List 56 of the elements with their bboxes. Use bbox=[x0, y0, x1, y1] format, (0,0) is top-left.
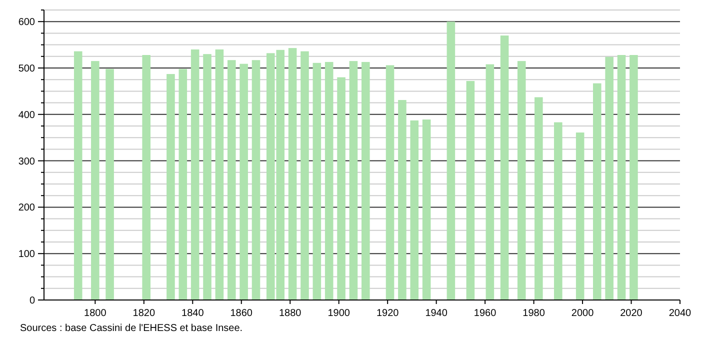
bar bbox=[240, 64, 248, 300]
bar bbox=[576, 132, 584, 300]
bar bbox=[362, 62, 370, 300]
x-tick-label: 1800 bbox=[84, 308, 107, 319]
bar bbox=[74, 51, 82, 300]
y-tick-label: 300 bbox=[18, 156, 36, 168]
bar bbox=[91, 61, 100, 300]
bar bbox=[593, 83, 602, 300]
bar bbox=[398, 100, 406, 300]
bar bbox=[337, 77, 346, 300]
x-tick-label: 2000 bbox=[571, 308, 594, 319]
bar bbox=[215, 49, 224, 300]
bar bbox=[288, 48, 297, 300]
x-tick-label: 1880 bbox=[278, 308, 302, 319]
x-tick-label: 2020 bbox=[620, 308, 643, 319]
bar bbox=[422, 120, 431, 300]
x-tick-label: 1860 bbox=[230, 308, 253, 319]
bar bbox=[178, 68, 188, 300]
bar bbox=[486, 64, 494, 300]
x-tick-label: 1820 bbox=[132, 308, 156, 319]
bar bbox=[617, 55, 626, 300]
bar bbox=[190, 49, 200, 300]
bar bbox=[386, 65, 394, 300]
x-tick-label: 1840 bbox=[182, 308, 204, 319]
bar bbox=[106, 68, 114, 300]
y-tick-label: 600 bbox=[18, 17, 36, 28]
bar bbox=[500, 36, 509, 300]
x-tick-label: 1900 bbox=[328, 308, 350, 319]
y-tick-label: 500 bbox=[18, 64, 36, 74]
bar bbox=[554, 122, 562, 300]
bar bbox=[324, 62, 334, 300]
x-tick-label: 1980 bbox=[522, 308, 546, 319]
x-tick-label: 2040 bbox=[668, 308, 692, 319]
bar bbox=[252, 60, 260, 300]
bar bbox=[534, 97, 543, 300]
x-tick-label: 1940 bbox=[425, 308, 448, 319]
y-tick-label: 0 bbox=[29, 296, 36, 306]
bar bbox=[446, 22, 456, 300]
source-note: Sources : base Cassini de l'EHESS et base Insee. bbox=[20, 323, 243, 334]
bar bbox=[630, 55, 638, 300]
x-tick-label: 1960 bbox=[474, 308, 497, 319]
bar bbox=[166, 74, 175, 300]
bar bbox=[466, 80, 475, 300]
bar bbox=[203, 54, 212, 300]
bar bbox=[517, 61, 526, 300]
y-tick-label: 400 bbox=[18, 110, 36, 121]
bar bbox=[605, 56, 614, 300]
bar bbox=[142, 55, 150, 300]
bar bbox=[312, 62, 322, 300]
y-tick-label: 200 bbox=[18, 202, 36, 214]
bar bbox=[349, 61, 358, 300]
x-tick-label: 1920 bbox=[376, 308, 400, 319]
bar bbox=[410, 120, 419, 300]
bar bbox=[300, 51, 309, 300]
y-tick-label: 100 bbox=[18, 249, 36, 260]
bar bbox=[227, 60, 236, 300]
